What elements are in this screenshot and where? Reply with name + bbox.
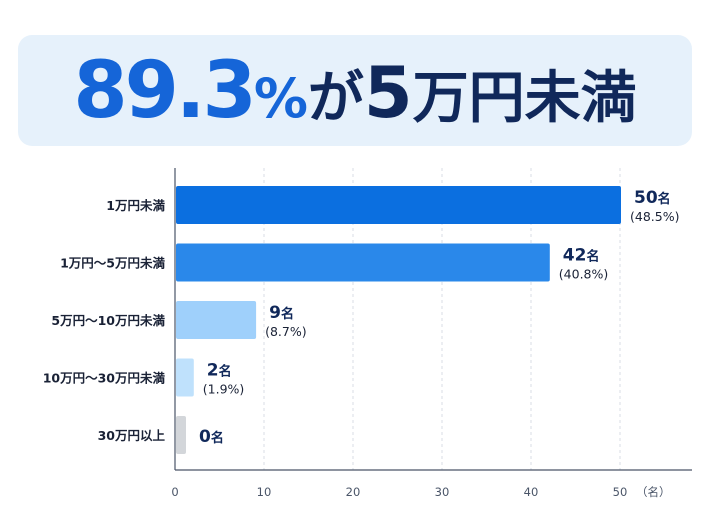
x-tick-label: 30 [435, 485, 450, 499]
x-tick-label: 10 [257, 485, 272, 499]
bar [176, 243, 550, 282]
bar [176, 358, 194, 397]
value-label: 0名 [199, 427, 224, 447]
value-label: 9名 [269, 303, 294, 323]
category-label: 5万円～10万円未満 [51, 313, 165, 328]
bar [176, 186, 621, 224]
headline-banner: 89.3%が5万円未満 [18, 35, 692, 146]
percent-label: (8.7%) [265, 324, 307, 339]
headline-amount-number: 5 [363, 52, 413, 134]
bar [176, 301, 257, 339]
headline: 89.3%が5万円未満 [18, 47, 692, 156]
headline-particle: が [307, 66, 364, 131]
category-label: 1万円～5万円未満 [60, 256, 165, 271]
category-label: 10万円～30万円未満 [43, 371, 166, 386]
headline-percent-sign: % [253, 67, 308, 130]
x-tick-label: 40 [524, 485, 539, 499]
category-label: 30万円以上 [98, 428, 166, 443]
percent-label: (1.9%) [203, 382, 245, 397]
x-tick-label: 0 [171, 485, 178, 499]
headline-percent-number: 89.3 [73, 46, 256, 136]
percent-label: (48.5%) [630, 209, 679, 224]
percent-label: (40.8%) [559, 267, 608, 282]
x-tick-label: 20 [346, 485, 361, 499]
bar [176, 416, 186, 454]
category-label: 1万円未満 [106, 198, 165, 213]
x-tick-label: 50 [613, 485, 628, 499]
value-label: 42名 [563, 246, 600, 266]
x-axis-unit-label: （名） [636, 485, 671, 499]
value-label: 2名 [207, 361, 232, 381]
headline-amount-text: 万円未満 [412, 66, 637, 131]
value-label: 50名 [634, 188, 671, 208]
